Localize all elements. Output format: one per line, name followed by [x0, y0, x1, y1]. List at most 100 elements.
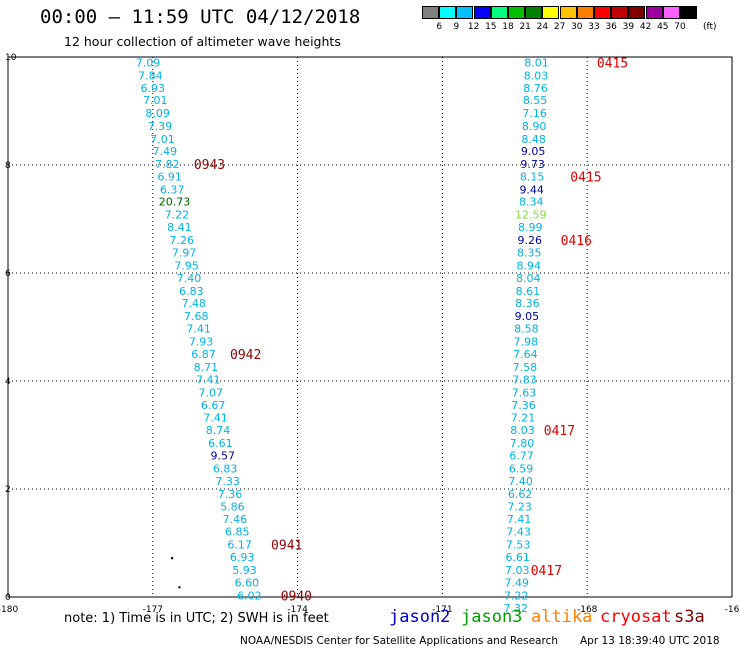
swh-value: 7.40	[177, 272, 202, 285]
swh-value: 8.55	[523, 94, 548, 107]
x-tick-label: -174	[287, 605, 308, 615]
swh-value: 6.77	[509, 450, 534, 463]
swh-value: 9.26	[518, 234, 543, 247]
swh-value: 6.62	[508, 488, 533, 501]
swh-value: 7.07	[198, 386, 223, 399]
track-dot	[178, 586, 181, 589]
satellite-s3a: s3a	[674, 607, 705, 627]
legend-unit: (ft)	[703, 22, 717, 32]
swh-value: 7.41	[507, 513, 532, 526]
swh-value: 7.33	[215, 475, 240, 488]
swh-value: 8.74	[206, 424, 231, 437]
swh-value: 7.16	[522, 107, 547, 120]
legend-label: 27	[553, 22, 566, 32]
legend-label: 70	[674, 22, 686, 32]
legend-label: 42	[639, 22, 652, 32]
legend-swatch	[680, 6, 697, 19]
swh-value: 7.22	[165, 209, 190, 222]
legend-swatch	[422, 6, 439, 19]
swh-value: 8.36	[515, 297, 540, 310]
swh-value: 8.03	[524, 69, 549, 82]
legend-label: 21	[519, 22, 531, 32]
swh-value: 7.53	[506, 539, 531, 552]
legend-label: 24	[536, 22, 549, 32]
swh-value: 9.73	[520, 158, 545, 171]
footer-note: note: 1) Time is in UTC; 2) SWH is in fe…	[64, 611, 329, 626]
swh-value: 9.57	[211, 450, 236, 463]
legend-swatch	[662, 6, 680, 19]
pass-time-label: 0417	[531, 564, 562, 579]
legend-swatch	[559, 6, 577, 19]
swh-value: 7.83	[512, 373, 537, 386]
legend-swatch	[611, 6, 629, 19]
swh-value: 7.98	[514, 336, 539, 349]
legend-swatch	[645, 6, 663, 19]
x-tick-label: -180	[0, 605, 18, 615]
swh-value: 5.93	[232, 564, 257, 577]
swh-value: 7.01	[143, 94, 168, 107]
legend-swatch	[490, 6, 508, 19]
swh-value: 8.15	[520, 170, 545, 183]
legend-label: 18	[502, 22, 514, 32]
swh-value: 7.26	[170, 234, 195, 247]
swh-value: 8.04	[516, 272, 541, 285]
swh-value: 6.60	[235, 576, 260, 589]
swh-value: 12.59	[515, 209, 547, 222]
pass-time-label: 0940	[281, 589, 312, 604]
swh-value: 8.09	[145, 107, 170, 120]
x-tick-label: -16	[725, 605, 740, 615]
swh-value: 8.35	[517, 246, 542, 259]
swh-value: 8.71	[194, 361, 219, 374]
swh-value: 7.41	[203, 412, 228, 425]
satellite-jason3: jason3	[461, 607, 523, 627]
legend-swatch	[628, 6, 646, 19]
swh-value: 7.43	[506, 526, 531, 539]
pass-time-label: 0941	[271, 539, 302, 554]
legend-swatch	[542, 6, 560, 19]
swh-value: 7.49	[153, 145, 178, 158]
legend-label: 39	[622, 22, 635, 32]
swh-value: 7.82	[155, 158, 180, 171]
swh-value: 6.91	[157, 170, 182, 183]
swh-value: 6.93	[141, 82, 166, 95]
swh-value: 5.86	[220, 500, 245, 513]
x-tick-label: -171	[432, 605, 452, 615]
swh-value: 6.37	[160, 183, 185, 196]
swh-value: 7.46	[223, 513, 248, 526]
legend-swatch	[508, 6, 525, 19]
swh-value: 6.61	[208, 437, 233, 450]
swh-value: 8.03	[510, 424, 535, 437]
legend-swatch	[456, 6, 474, 19]
x-tick-label: -177	[143, 605, 163, 615]
legend-label: 6	[436, 22, 443, 32]
swh-value: 7.36	[218, 488, 243, 501]
swh-value: 8.99	[518, 221, 543, 234]
swh-value: 7.58	[513, 361, 538, 374]
legend-label: 30	[571, 22, 583, 32]
swh-value: 7.68	[184, 310, 209, 323]
satellite-cryosat: cryosat	[600, 607, 672, 627]
legend-swatch	[473, 6, 491, 19]
legend-label: 33	[588, 22, 600, 32]
swh-value: 7.32	[504, 602, 529, 615]
legend-swatch	[525, 6, 543, 19]
swh-value: 7.22	[504, 589, 529, 602]
y-tick-label: 6	[5, 269, 11, 279]
credit-line: NOAA/NESDIS Center for Satellite Applica…	[240, 635, 558, 647]
swh-value: 7.01	[150, 133, 175, 146]
swh-value: 8.01	[524, 56, 549, 69]
legend-label: 12	[467, 22, 480, 32]
swh-value: 7.49	[504, 576, 529, 589]
legend-label: 15	[485, 22, 497, 32]
pass-time-label: 0417	[544, 424, 575, 439]
swh-value: 6.87	[191, 348, 216, 361]
chart-title: 00:00 – 11:59 UTC 04/12/2018	[40, 6, 361, 28]
pass-time-label: 0942	[230, 348, 261, 363]
legend-swatch	[439, 6, 457, 19]
chart-subtitle: 12 hour collection of altimeter wave hei…	[64, 34, 341, 49]
swh-value: 8.41	[167, 221, 192, 234]
generated-timestamp: Apr 13 18:39:40 UTC 2018	[580, 635, 720, 647]
swh-value: 7.97	[172, 246, 197, 259]
swh-value: 8.90	[522, 120, 547, 133]
